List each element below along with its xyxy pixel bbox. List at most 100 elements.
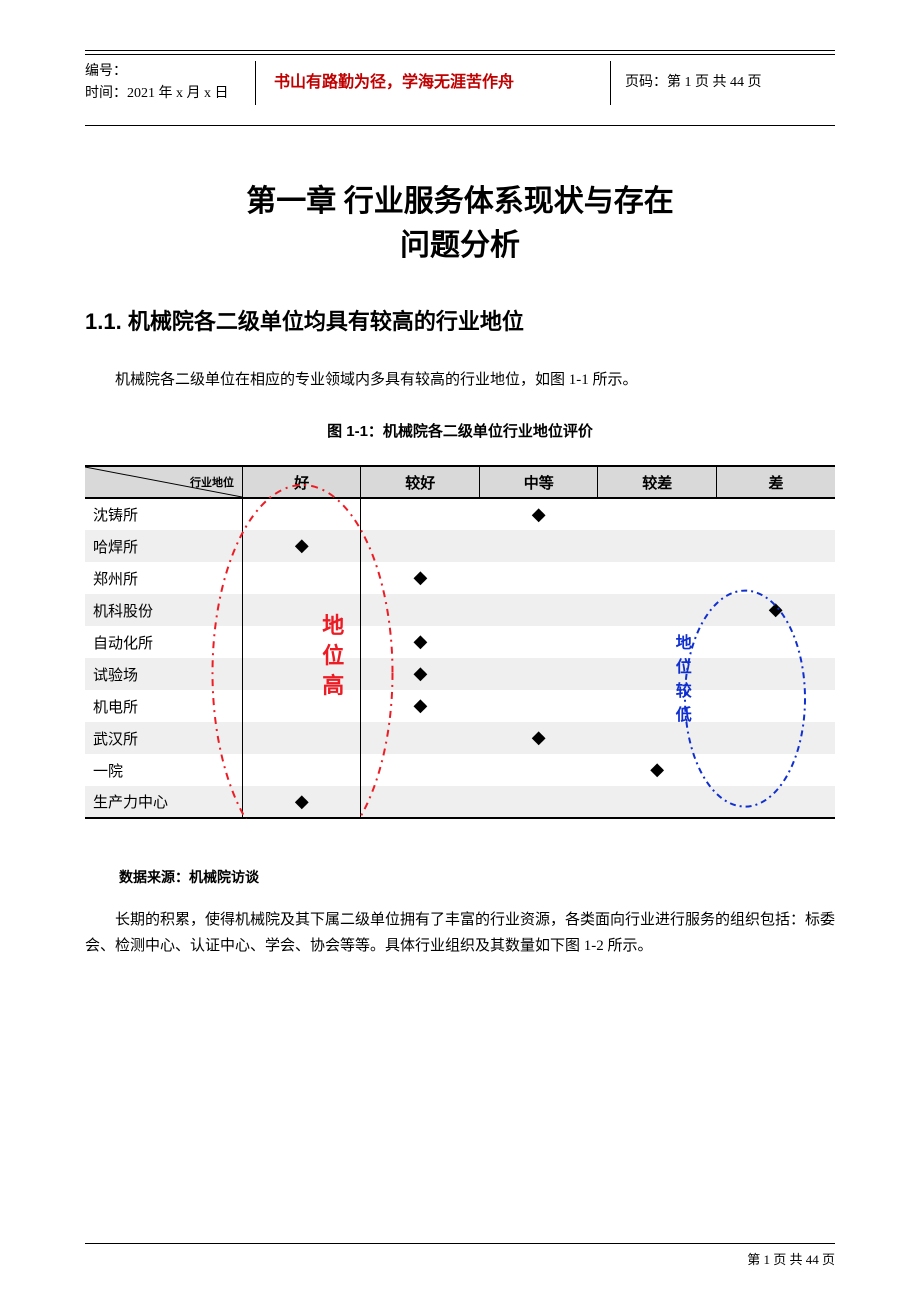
table-row: 机科股份 ◆ bbox=[85, 594, 835, 626]
table-cell bbox=[598, 690, 716, 722]
row-label: 武汉所 bbox=[85, 722, 243, 754]
table-cell bbox=[479, 658, 597, 690]
table-row: 哈焊所 ◆ bbox=[85, 530, 835, 562]
table-cell: ◆ bbox=[361, 690, 479, 722]
row-label: 自动化所 bbox=[85, 626, 243, 658]
footer-page-number: 第 1 页 共 44 页 bbox=[747, 1249, 835, 1268]
table-cell bbox=[716, 498, 835, 530]
diamond-marker-icon: ◆ bbox=[295, 535, 309, 555]
annotation-char: 高 bbox=[321, 671, 345, 701]
chapter-title-line1: 第一章 行业服务体系现状与存在 bbox=[85, 180, 835, 224]
table-cell bbox=[598, 786, 716, 818]
section-number: 1.1. bbox=[85, 309, 122, 334]
footer-rule bbox=[85, 1243, 835, 1244]
table-cell bbox=[598, 594, 716, 626]
diamond-marker-icon: ◆ bbox=[532, 727, 546, 747]
header-page-code: 页码：第 1 页 共 44 页 bbox=[610, 61, 835, 105]
table-cell bbox=[479, 530, 597, 562]
table-cell bbox=[479, 626, 597, 658]
table-cell bbox=[361, 754, 479, 786]
diamond-marker-icon: ◆ bbox=[414, 663, 428, 683]
table-cell bbox=[243, 754, 361, 786]
header-rule-bottom bbox=[85, 125, 835, 126]
header-rule-top-2 bbox=[85, 54, 835, 55]
diamond-marker-icon: ◆ bbox=[295, 791, 309, 811]
annotation-char: 较 bbox=[674, 680, 694, 704]
header-rule-top bbox=[85, 50, 835, 51]
evaluation-table: 行业地位 好 较好 中等 较差 差 沈铸所 ◆ 哈焊所 ◆ 郑州所 ◆ 机科股份 ◆ 自动化所 ◆… bbox=[85, 465, 835, 819]
table-cell: ◆ bbox=[716, 594, 835, 626]
table-cell bbox=[361, 594, 479, 626]
annotation-char: 地 bbox=[321, 611, 345, 641]
section-title: 1.1. 机械院各二级单位均具有较高的行业地位 bbox=[85, 304, 835, 336]
diamond-marker-icon: ◆ bbox=[414, 631, 428, 651]
body-paragraph-2: 长期的积累，使得机械院及其下属二级单位拥有了丰富的行业资源，各类面向行业进行服务… bbox=[85, 907, 835, 959]
table-cell: ◆ bbox=[361, 626, 479, 658]
table-cell bbox=[479, 754, 597, 786]
row-label: 生产力中心 bbox=[85, 786, 243, 818]
chapter-title-line2: 问题分析 bbox=[85, 224, 835, 268]
col-header: 较差 bbox=[598, 466, 716, 498]
table-cell: ◆ bbox=[361, 562, 479, 594]
annotation-char: 位 bbox=[674, 656, 694, 680]
table-cell bbox=[361, 498, 479, 530]
table-cell bbox=[598, 658, 716, 690]
table-cell bbox=[716, 562, 835, 594]
table-cell bbox=[716, 530, 835, 562]
table-cell bbox=[361, 722, 479, 754]
table-cell: ◆ bbox=[243, 530, 361, 562]
table-header-row: 行业地位 好 较好 中等 较差 差 bbox=[85, 466, 835, 498]
diamond-marker-icon: ◆ bbox=[414, 567, 428, 587]
table-cell bbox=[243, 562, 361, 594]
figure-title: 图 1-1：机械院各二级单位行业地位评价 bbox=[85, 420, 835, 441]
page-header: 编号： 时间：2021 年 x 月 x 日 书山有路勤为径，学海无涯苦作舟 页码… bbox=[85, 61, 835, 105]
doc-time-line: 时间：2021 年 x 月 x 日 bbox=[85, 83, 247, 105]
annotation-char: 地 bbox=[674, 632, 694, 656]
diamond-marker-icon: ◆ bbox=[532, 504, 546, 524]
table-cell bbox=[598, 626, 716, 658]
table-cell: ◆ bbox=[479, 722, 597, 754]
row-label: 机科股份 bbox=[85, 594, 243, 626]
diamond-marker-icon: ◆ bbox=[769, 599, 783, 619]
table-cell bbox=[598, 722, 716, 754]
row-label: 沈铸所 bbox=[85, 498, 243, 530]
table-cell bbox=[598, 530, 716, 562]
table-row: 试验场◆ bbox=[85, 658, 835, 690]
table-row: 机电所 ◆ bbox=[85, 690, 835, 722]
table-row: 武汉所 ◆ bbox=[85, 722, 835, 754]
annotation-high-label: 地位高 bbox=[321, 611, 345, 701]
table-cell bbox=[243, 722, 361, 754]
col-header: 好 bbox=[243, 466, 361, 498]
table-cell bbox=[716, 722, 835, 754]
table-cell bbox=[716, 690, 835, 722]
row-label: 一院 bbox=[85, 754, 243, 786]
corner-label: 行业地位 bbox=[190, 477, 234, 489]
table-cell: ◆ bbox=[598, 754, 716, 786]
table-row: 沈铸所 ◆ bbox=[85, 498, 835, 530]
table-cell bbox=[479, 786, 597, 818]
table-cell bbox=[243, 498, 361, 530]
annotation-low-label: 地位较低 bbox=[674, 632, 694, 728]
table-cell: ◆ bbox=[243, 786, 361, 818]
col-header: 差 bbox=[716, 466, 835, 498]
table-cell: ◆ bbox=[479, 498, 597, 530]
row-label: 机电所 bbox=[85, 690, 243, 722]
table-cell bbox=[598, 498, 716, 530]
table-cell bbox=[479, 562, 597, 594]
annotation-char: 低 bbox=[674, 704, 694, 728]
table-cell bbox=[361, 786, 479, 818]
col-header: 较好 bbox=[361, 466, 479, 498]
data-source: 数据来源：机械院访谈 bbox=[85, 867, 835, 887]
row-label: 郑州所 bbox=[85, 562, 243, 594]
table-row: 郑州所 ◆ bbox=[85, 562, 835, 594]
table-cell bbox=[598, 562, 716, 594]
table-cell bbox=[716, 786, 835, 818]
header-left-cell: 编号： 时间：2021 年 x 月 x 日 bbox=[85, 61, 255, 105]
table-cell bbox=[716, 658, 835, 690]
table-row: 生产力中心 ◆ bbox=[85, 786, 835, 818]
table-corner-cell: 行业地位 bbox=[85, 466, 243, 498]
section-heading: 机械院各二级单位均具有较高的行业地位 bbox=[128, 309, 524, 334]
row-label: 哈焊所 bbox=[85, 530, 243, 562]
header-motto: 书山有路勤为径，学海无涯苦作舟 bbox=[255, 61, 610, 105]
col-header: 中等 bbox=[479, 466, 597, 498]
